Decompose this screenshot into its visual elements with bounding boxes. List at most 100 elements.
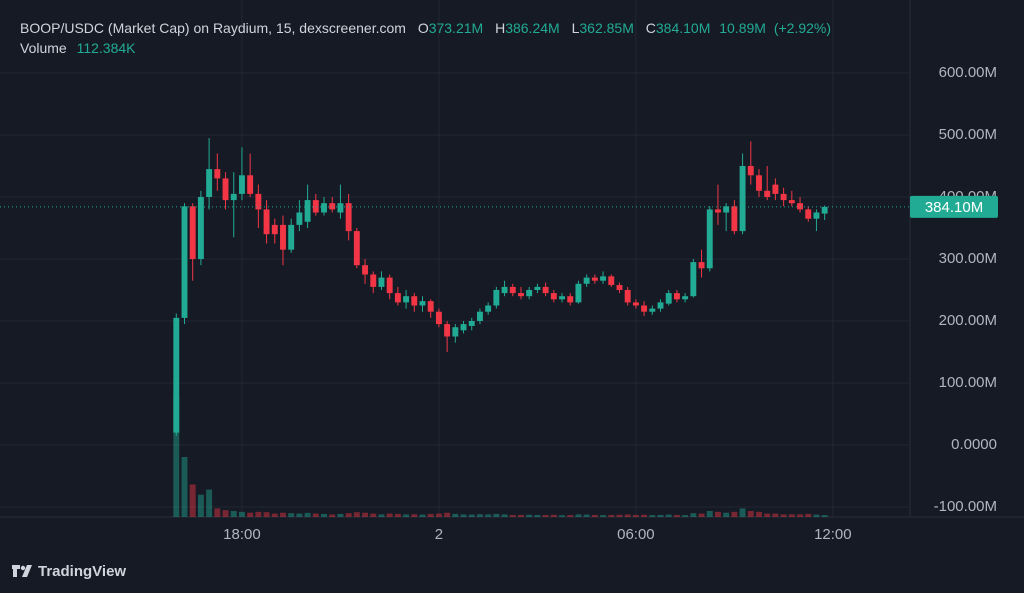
volume-bar — [476, 514, 483, 517]
candle-body — [559, 296, 565, 300]
volume-bar — [591, 514, 598, 517]
candle-body — [673, 293, 680, 300]
volume-bar — [271, 513, 278, 517]
candle-body — [394, 293, 401, 303]
legend-change: 10.89M — [719, 20, 766, 36]
candle-body — [255, 193, 262, 210]
y-tick-label: 300.00M — [939, 250, 997, 267]
volume-bar — [657, 514, 664, 517]
candle-body — [386, 277, 393, 294]
volume-bar — [468, 514, 475, 517]
volume-bar — [501, 514, 508, 517]
candle-body — [698, 262, 705, 269]
volume-value: 112.384K — [76, 40, 136, 56]
candle-body — [230, 193, 237, 201]
volume-bar — [813, 514, 820, 517]
volume-bar — [452, 513, 459, 517]
candle-body — [468, 321, 475, 326]
volume-bar — [460, 514, 467, 517]
volume-bar — [280, 512, 286, 517]
volume-bar — [230, 511, 237, 517]
candle-body — [329, 203, 336, 210]
volume-bar — [173, 397, 180, 517]
candle-body — [444, 324, 451, 337]
candle-body — [189, 206, 196, 259]
candle-body — [493, 289, 500, 306]
legend-value: 373.21M — [428, 20, 484, 36]
candle-body — [247, 175, 254, 194]
volume-bar — [550, 514, 557, 517]
candle-body — [747, 165, 754, 176]
candle-body — [591, 277, 598, 281]
candle-body — [501, 286, 508, 294]
candle-body — [518, 293, 524, 297]
candle-body — [600, 276, 607, 281]
volume-bar — [485, 514, 492, 517]
candle-body — [690, 262, 697, 297]
candle-body — [764, 190, 771, 197]
candle-body — [624, 289, 631, 303]
candle-body — [427, 301, 434, 312]
legend-value: 362.85M — [579, 20, 634, 36]
candle-body — [805, 209, 812, 219]
volume-bar — [181, 457, 188, 517]
candle-body — [362, 265, 369, 275]
candle-body — [403, 296, 410, 303]
volume-bar — [337, 513, 344, 517]
volume-bar — [608, 514, 615, 517]
volume-bar — [739, 508, 746, 517]
candle-body — [353, 231, 360, 266]
y-tick-label: 0.0000 — [951, 436, 997, 453]
y-tick-label: 500.00M — [939, 126, 997, 143]
y-tick-label: 600.00M — [939, 64, 997, 81]
volume-bar — [690, 513, 697, 517]
candle-body — [534, 286, 541, 290]
volume-bar — [559, 515, 565, 517]
candle-body — [263, 209, 270, 235]
volume-bar — [534, 514, 541, 517]
volume-bar — [706, 511, 713, 517]
candle-body — [238, 175, 245, 194]
volume-bar — [321, 513, 327, 517]
brand-name: TradingView — [38, 563, 127, 580]
volume-bar — [222, 510, 229, 517]
brand-logo — [12, 564, 32, 577]
volume-bar — [296, 513, 303, 517]
x-tick-label: 2 — [435, 526, 443, 543]
volume-bar — [518, 514, 524, 517]
candle-body — [821, 206, 828, 214]
volume-bar — [255, 511, 262, 517]
volume-bar — [247, 512, 254, 517]
volume-bar — [493, 513, 500, 517]
volume-bar — [238, 511, 245, 517]
legend-key: O — [417, 20, 429, 36]
candle-body — [378, 277, 385, 287]
candle-body — [657, 302, 664, 309]
volume-bar — [673, 514, 680, 517]
volume-bar — [715, 511, 721, 517]
volume-bar — [772, 513, 779, 517]
candle-body — [280, 224, 286, 250]
candle-body — [485, 305, 492, 312]
volume-bar — [304, 512, 311, 517]
candle-body — [715, 209, 721, 213]
volume-bar — [263, 512, 270, 517]
volume-bar — [370, 513, 377, 517]
candle-body — [682, 296, 689, 300]
volume-bar — [189, 484, 196, 517]
volume-bar — [345, 513, 352, 517]
volume-bar — [624, 514, 631, 517]
candle-body — [583, 277, 590, 284]
candle-body — [797, 203, 803, 210]
volume-bar — [665, 514, 672, 517]
candle-body — [813, 212, 820, 219]
volume-bar — [764, 513, 771, 517]
candle-body — [575, 283, 582, 303]
candle-body — [706, 209, 713, 269]
legend-value: 386.24M — [505, 20, 560, 36]
candle-body — [542, 286, 549, 294]
candle-body — [370, 274, 377, 287]
candle-body — [731, 206, 738, 232]
candle-body — [756, 175, 762, 191]
